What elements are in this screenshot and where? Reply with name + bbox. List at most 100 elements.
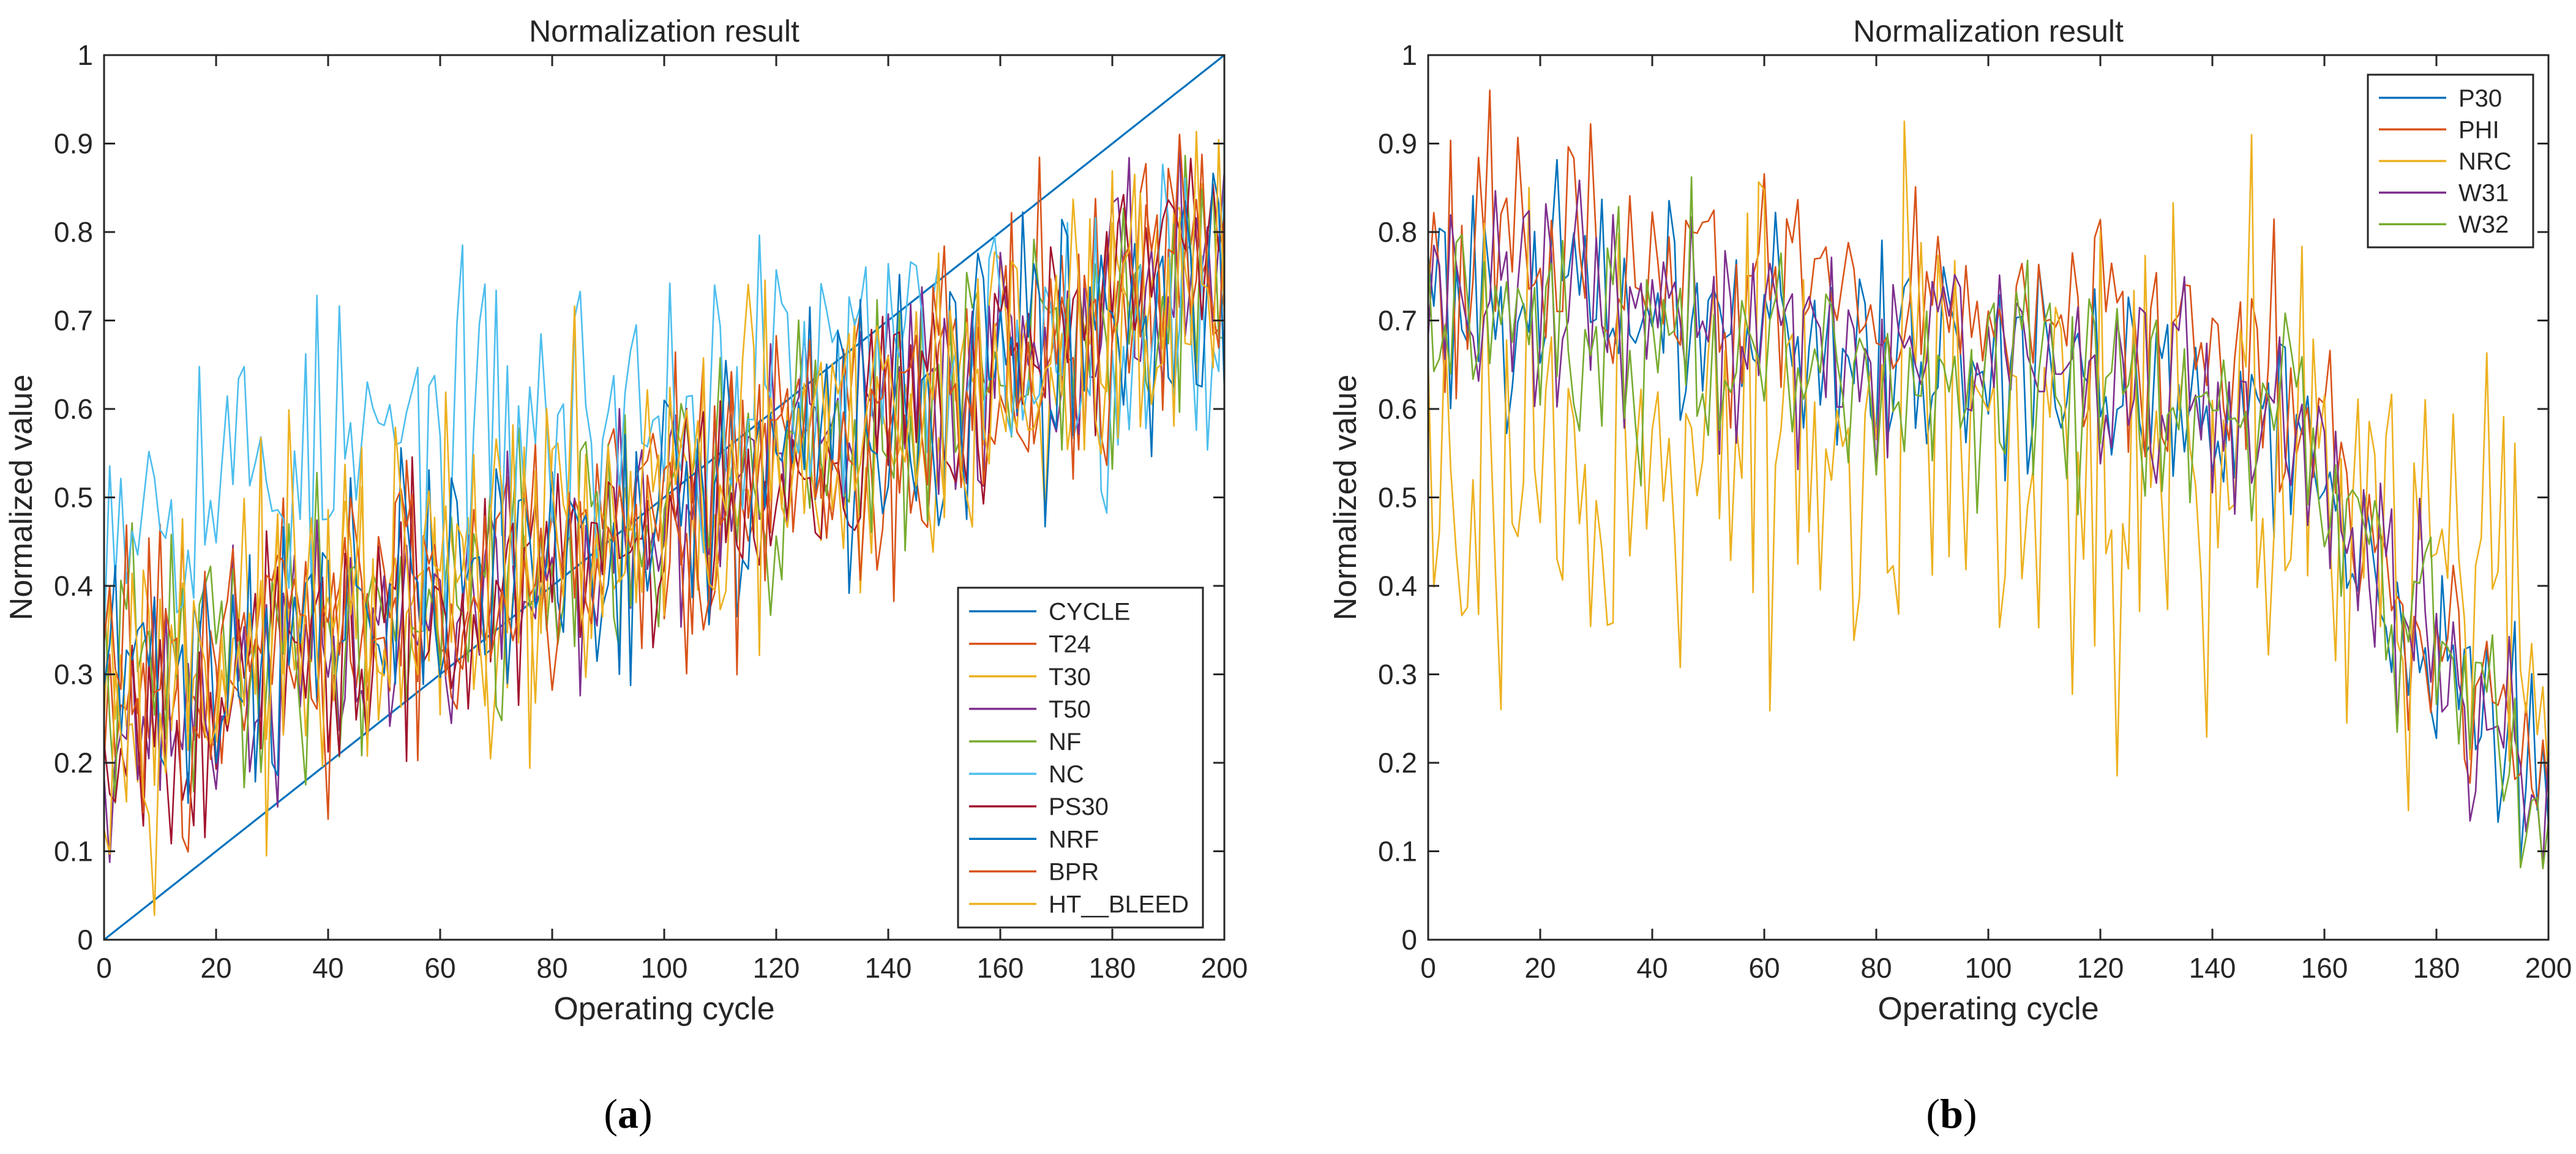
legend-label: P30 xyxy=(2458,85,2502,112)
legend-item: NF xyxy=(969,729,1081,755)
y-tick-label: 0.9 xyxy=(1378,128,1417,160)
y-tick-label: 0.4 xyxy=(1378,570,1417,602)
series-lines xyxy=(1428,89,2548,869)
x-tick-label: 100 xyxy=(1965,952,2012,984)
legend-item: PHI xyxy=(2379,116,2499,143)
x-tick-label: 40 xyxy=(312,952,343,984)
legend-label: NC xyxy=(1049,761,1084,788)
series-line-nrf xyxy=(104,172,1224,804)
legend-label: BPR xyxy=(1049,858,1099,885)
y-axis-label: Normalized value xyxy=(4,375,39,621)
chart-title: Normalization result xyxy=(529,14,799,48)
legend-item: NRF xyxy=(969,826,1099,853)
x-tick-label: 20 xyxy=(1524,952,1556,984)
legend-label: T30 xyxy=(1049,664,1091,691)
chart-a: 0 20 40 60 80 100 120 140 160 180 200 0 0.1 0.2 0.3 0.4… xyxy=(4,14,1248,1027)
y-tick-label: 0.6 xyxy=(54,393,93,425)
legend-item: W32 xyxy=(2379,211,2509,238)
x-tick-label: 160 xyxy=(2301,952,2348,984)
y-tick-label: 0.3 xyxy=(1378,659,1417,691)
series-line-t50 xyxy=(104,135,1224,863)
legend-label: CYCLE xyxy=(1049,599,1130,626)
series-line-ht-bleed xyxy=(104,130,1224,916)
legend-item: T30 xyxy=(969,664,1091,691)
y-tick-label: 0.5 xyxy=(1378,482,1417,514)
legend-label: T50 xyxy=(1049,696,1091,723)
y-tick-label: 0.1 xyxy=(54,836,93,867)
chart-b: 0 20 40 60 80 100 120 140 160 180 200 0 0.1 0.2 0.3 0.4… xyxy=(1328,14,2572,1027)
y-axis-label: Normalized value xyxy=(1328,375,1363,621)
x-tick-label: 140 xyxy=(2189,952,2236,984)
x-tick-label: 0 xyxy=(96,952,112,984)
x-tick-label: 180 xyxy=(1089,952,1136,984)
series-line-t24 xyxy=(104,156,1224,820)
x-tick-label: 140 xyxy=(865,952,912,984)
legend-label: NF xyxy=(1049,729,1081,755)
panel-label-a: (a) xyxy=(604,1090,652,1137)
chart-title: Normalization result xyxy=(1853,14,2124,48)
x-tick-label: 60 xyxy=(1748,952,1780,984)
legend-item: HT__BLEED xyxy=(969,891,1189,918)
series-line-w32 xyxy=(1428,176,2548,869)
legend-item: T50 xyxy=(969,696,1091,723)
x-tick-label: 20 xyxy=(200,952,231,984)
legend-item: T24 xyxy=(969,631,1091,658)
series-lines xyxy=(104,55,1224,940)
y-tick-label: 0.7 xyxy=(54,305,93,337)
x-tick-label: 200 xyxy=(2525,952,2572,984)
legend: CYCLE T24 T30 T50 NF NC PS30 NRF BPR HT__BLEED xyxy=(957,586,1204,929)
y-tick-label: 1 xyxy=(1401,39,1417,71)
series-line-phi xyxy=(1428,89,2548,808)
y-tick-label: 0.7 xyxy=(1378,305,1417,337)
legend-item: BPR xyxy=(969,858,1099,885)
x-tick-label: 0 xyxy=(1420,952,1436,984)
legend-label: NRF xyxy=(1049,826,1099,853)
x-tick-label: 80 xyxy=(1860,952,1892,984)
series-line-t30 xyxy=(104,183,1224,786)
legend-label: PS30 xyxy=(1049,793,1109,820)
legend-item: NC xyxy=(969,761,1084,788)
y-tick-label: 0.8 xyxy=(1378,216,1417,248)
y-tick-label: 0.1 xyxy=(1378,836,1417,867)
legend-label: PHI xyxy=(2458,116,2499,143)
series-line-nf xyxy=(104,154,1224,804)
y-tick-label: 0.6 xyxy=(1378,393,1417,425)
x-tick-label: 200 xyxy=(1201,952,1248,984)
y-tick-label: 0.8 xyxy=(54,216,93,248)
x-axis-label: Operating cycle xyxy=(553,991,774,1027)
legend: P30 PHI NRC W31 W32 xyxy=(2367,73,2534,249)
x-tick-label: 60 xyxy=(424,952,455,984)
x-axis-label: Operating cycle xyxy=(1878,991,2099,1027)
legend-label: T24 xyxy=(1049,631,1091,658)
legend-label: W32 xyxy=(2458,211,2509,238)
x-tick-label: 120 xyxy=(753,952,800,984)
legend-label: NRC xyxy=(2458,148,2512,175)
legend-item: CYCLE xyxy=(969,599,1130,626)
x-tick-label: 180 xyxy=(2413,952,2460,984)
legend-label: W31 xyxy=(2458,180,2509,207)
x-tick-label: 40 xyxy=(1636,952,1668,984)
y-tick-label: 1 xyxy=(77,39,93,71)
legend-item: PS30 xyxy=(969,793,1109,820)
x-tick-label: 120 xyxy=(2077,952,2124,984)
y-tick-label: 0.2 xyxy=(1378,747,1417,779)
legend-label: HT__BLEED xyxy=(1049,891,1189,918)
legend-item: NRC xyxy=(2379,148,2512,175)
series-line-nc xyxy=(104,163,1224,643)
y-tick-label: 0.3 xyxy=(54,659,93,691)
x-tick-label: 100 xyxy=(641,952,688,984)
x-tick-label: 80 xyxy=(536,952,567,984)
legend-item: P30 xyxy=(2379,85,2502,112)
panel-label-b: (b) xyxy=(1926,1090,1977,1137)
legend-item: W31 xyxy=(2379,180,2509,207)
y-tick-label: 0.2 xyxy=(54,747,93,779)
x-tick-label: 160 xyxy=(977,952,1024,984)
y-tick-label: 0.5 xyxy=(54,482,93,514)
y-tick-label: 0 xyxy=(77,924,93,956)
y-tick-label: 0.4 xyxy=(54,570,93,602)
series-line-bpr xyxy=(104,133,1224,853)
y-tick-label: 0.9 xyxy=(54,128,93,160)
y-tick-label: 0 xyxy=(1401,924,1417,956)
